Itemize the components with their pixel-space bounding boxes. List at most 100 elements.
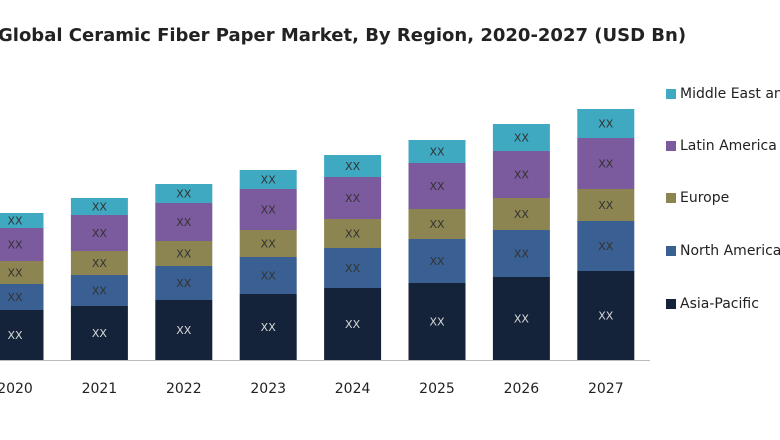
- bar-segment: [577, 138, 635, 189]
- data-label: XX: [598, 199, 614, 212]
- data-label: XX: [345, 192, 361, 205]
- bar-segment: [408, 209, 466, 239]
- data-label: XX: [514, 169, 530, 182]
- data-label: XX: [345, 228, 361, 241]
- bar-segment: [70, 215, 128, 251]
- bar-segment: [492, 124, 550, 151]
- data-label: XX: [261, 204, 277, 217]
- bar-segment: [155, 184, 213, 203]
- data-label: XX: [7, 329, 23, 342]
- bar-segment: [492, 198, 550, 230]
- data-label: XX: [7, 215, 23, 228]
- bar-segment: [492, 230, 550, 277]
- data-label: XX: [345, 318, 361, 331]
- legend-swatch: [666, 193, 676, 203]
- bar-segment: [492, 277, 550, 360]
- x-tick-label: 2021: [82, 381, 118, 397]
- data-label: XX: [429, 180, 445, 193]
- bar-segment: [155, 300, 213, 360]
- x-tick-label: 2026: [504, 381, 540, 397]
- x-tick-label: 2024: [335, 381, 371, 397]
- data-label: XX: [92, 327, 108, 340]
- bar-segment: [577, 189, 635, 221]
- data-label: XX: [598, 158, 614, 171]
- bar-segment: [239, 230, 297, 257]
- data-label: XX: [429, 146, 445, 159]
- bar-segment: [577, 109, 635, 138]
- legend-label: North America: [680, 243, 780, 259]
- bar-segment: [0, 213, 44, 228]
- data-label: XX: [92, 201, 108, 214]
- bar-segment: [239, 294, 297, 360]
- data-label: XX: [429, 218, 445, 231]
- data-label: XX: [7, 291, 23, 304]
- data-label: XX: [176, 324, 192, 337]
- data-label: XX: [176, 277, 192, 290]
- data-label: XX: [598, 240, 614, 253]
- bar-segment: [239, 189, 297, 230]
- bar-segment: [155, 241, 213, 266]
- chart-title: Global Ceramic Fiber Paper Market, By Re…: [0, 25, 686, 46]
- bar-segment: [70, 251, 128, 275]
- bar-segment: [0, 310, 44, 360]
- data-label: XX: [514, 132, 530, 145]
- bar-segment: [70, 198, 128, 215]
- bar-segment: [324, 177, 382, 219]
- data-label: XX: [514, 313, 530, 326]
- data-label: XX: [429, 255, 445, 268]
- bar-segment: [408, 283, 466, 360]
- legend-label: Europe: [680, 190, 729, 206]
- data-label: XX: [598, 118, 614, 131]
- bar-segment: [0, 261, 44, 284]
- data-label: XX: [261, 174, 277, 187]
- bar-segment: [239, 257, 297, 294]
- data-label: XX: [598, 310, 614, 323]
- x-tick-label: 2020: [0, 381, 33, 397]
- data-label: XX: [92, 257, 108, 270]
- x-tick-label: 2025: [419, 381, 455, 397]
- data-label: XX: [176, 216, 192, 229]
- data-label: XX: [345, 262, 361, 275]
- legend-swatch: [666, 246, 676, 256]
- data-label: XX: [92, 285, 108, 298]
- data-label: XX: [92, 227, 108, 240]
- data-label: XX: [261, 321, 277, 334]
- bar-segment: [155, 203, 213, 241]
- legend-label: Latin America: [680, 138, 777, 154]
- data-label: XX: [261, 238, 277, 251]
- bar-segment: [408, 239, 466, 283]
- legend-label: Asia-Pacific: [680, 296, 759, 312]
- bar-segment: [70, 306, 128, 360]
- bar-segment: [70, 275, 128, 306]
- legend-swatch: [666, 89, 676, 99]
- data-label: XX: [514, 248, 530, 261]
- bar-segment: [492, 151, 550, 198]
- data-label: XX: [429, 316, 445, 329]
- x-tick-label: 2023: [250, 381, 286, 397]
- bar-segment: [408, 163, 466, 209]
- bar-segment: [324, 248, 382, 288]
- bar-segment: [0, 284, 44, 310]
- bar-segment: [324, 288, 382, 360]
- bar-segment: [577, 221, 635, 271]
- x-tick-label: 2027: [588, 381, 624, 397]
- data-label: XX: [345, 160, 361, 173]
- bar-segment: [239, 170, 297, 189]
- bar-segment: [324, 155, 382, 177]
- bar-segment: [324, 219, 382, 248]
- legend-label: Middle East and Africa: [680, 86, 780, 102]
- data-label: XX: [7, 267, 23, 280]
- data-label: XX: [514, 208, 530, 221]
- legend-swatch: [666, 299, 676, 309]
- legend-swatch: [666, 141, 676, 151]
- bar-segment: [155, 266, 213, 300]
- bar-segment: [408, 140, 466, 163]
- data-label: XX: [7, 239, 23, 252]
- data-label: XX: [176, 248, 192, 261]
- data-label: XX: [261, 270, 277, 283]
- bar-segment: [0, 228, 44, 261]
- x-tick-label: 2022: [166, 381, 202, 397]
- data-label: XX: [176, 188, 192, 201]
